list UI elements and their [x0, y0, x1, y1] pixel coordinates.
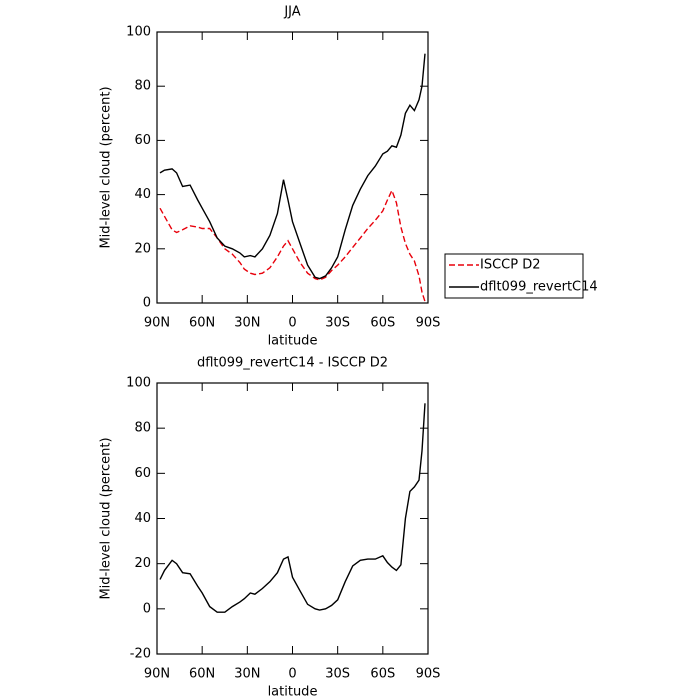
y-tick-label: 80	[134, 79, 151, 94]
y-tick-label: 20	[134, 556, 151, 571]
x-axis-label: latitude	[268, 685, 318, 700]
data-line	[159, 188, 426, 302]
x-tick-label: 90N	[144, 667, 170, 682]
x-tick-label: 30N	[234, 316, 260, 331]
legend-box	[444, 253, 584, 299]
y-axis-label: Mid-level cloud (percent)	[99, 86, 114, 248]
plot-frame	[156, 31, 429, 304]
y-tick-label: 40	[134, 187, 151, 202]
y-tick-label: 0	[143, 296, 151, 311]
data-line	[159, 53, 426, 280]
y-tick-label: 60	[134, 133, 151, 148]
x-tick-label: 90S	[416, 667, 441, 682]
y-tick-label: -20	[130, 647, 151, 662]
plot-frame	[156, 382, 429, 655]
y-tick-label: 0	[143, 601, 151, 616]
x-axis-label: latitude	[268, 334, 318, 349]
y-tick-label: 20	[134, 241, 151, 256]
y-axis-label: Mid-level cloud (percent)	[99, 437, 114, 599]
legend-label: ISCCP D2	[480, 258, 541, 273]
x-tick-label: 60N	[189, 667, 215, 682]
x-tick-label: 0	[288, 316, 296, 331]
y-tick-label: 100	[126, 25, 151, 40]
legend-label: dflt099_revertC14	[480, 280, 598, 295]
y-tick-label: 40	[134, 511, 151, 526]
x-tick-label: 90N	[144, 316, 170, 331]
chart-title: dflt099_revertC14 - ISCCP D2	[197, 356, 388, 371]
x-tick-label: 30S	[325, 667, 350, 682]
x-tick-label: 30S	[325, 316, 350, 331]
data-line	[159, 403, 426, 613]
y-tick-label: 100	[126, 376, 151, 391]
y-tick-label: 60	[134, 466, 151, 481]
chart-title: JJA	[283, 5, 300, 20]
x-tick-label: 60S	[370, 667, 395, 682]
x-tick-label: 30N	[234, 667, 260, 682]
x-tick-label: 60S	[370, 316, 395, 331]
y-tick-label: 80	[134, 421, 151, 436]
x-tick-label: 90S	[416, 316, 441, 331]
x-tick-label: 60N	[189, 316, 215, 331]
x-tick-label: 0	[288, 667, 296, 682]
